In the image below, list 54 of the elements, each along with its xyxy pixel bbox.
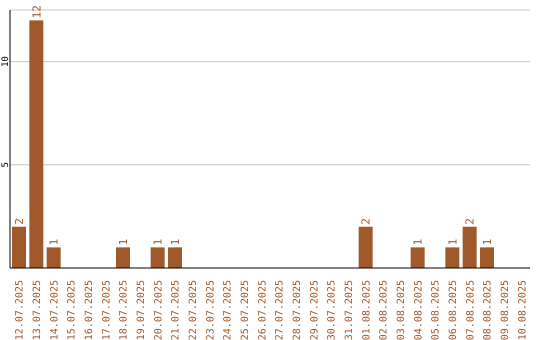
x-tick-label: 14.07.2025 — [49, 280, 60, 340]
x-tick-label: 12.07.2025 — [14, 280, 26, 340]
data-label: 1 — [481, 238, 494, 246]
bar — [358, 226, 373, 268]
x-tick-label: 22.07.2025 — [188, 280, 199, 340]
x-tick-label: 16.07.2025 — [84, 280, 95, 340]
bar — [29, 20, 44, 268]
bar — [46, 247, 61, 268]
x-tick-label: 08.08.2025 — [482, 280, 494, 340]
x-tick-label: 19.07.2025 — [136, 280, 147, 340]
bar — [168, 247, 182, 268]
x-tick-label: 03.08.2025 — [396, 280, 407, 340]
x-tick-label: 29.07.2025 — [309, 280, 320, 340]
x-tick-label: 02.08.2025 — [378, 280, 390, 340]
x-tick-label: 07.08.2025 — [465, 280, 476, 340]
x-tick-label: 28.07.2025 — [292, 280, 303, 340]
x-tick-label: 26.07.2025 — [257, 280, 268, 340]
x-tick-label: 10.08.2025 — [517, 280, 528, 340]
x-tick-label: 06.08.2025 — [448, 280, 459, 340]
bar — [12, 226, 26, 268]
x-tick-label: 09.08.2025 — [500, 280, 511, 340]
y-tick-label: 10 — [1, 56, 11, 68]
data-label: 1 — [169, 238, 182, 246]
x-tick-label: 15.07.2025 — [66, 280, 78, 340]
bar — [462, 226, 477, 268]
data-label: 2 — [464, 218, 477, 225]
y-tick-label: 5 — [1, 162, 11, 168]
data-label: 1 — [412, 238, 425, 246]
bar — [445, 247, 460, 268]
x-tick-label: 30.07.2025 — [326, 280, 338, 340]
x-tick-label: 05.08.2025 — [430, 280, 442, 340]
x-tick-label: 23.07.2025 — [205, 280, 216, 340]
x-tick-label: 17.07.2025 — [101, 280, 112, 340]
x-tick-label: 18.07.2025 — [118, 280, 130, 340]
data-label: 2 — [360, 218, 373, 225]
bar — [116, 247, 130, 268]
x-tick-label: 24.07.2025 — [222, 280, 234, 340]
x-tick-label: 20.07.2025 — [153, 280, 164, 340]
x-tick-label: 01.08.2025 — [361, 280, 372, 340]
x-tick-label: 04.08.2025 — [413, 280, 424, 340]
data-label: 2 — [13, 218, 26, 225]
x-tick-label: 25.07.2025 — [240, 280, 251, 340]
data-label: 1 — [446, 238, 460, 246]
data-label: 1 — [48, 238, 61, 246]
data-label: 1 — [152, 238, 165, 246]
x-tick-label: 13.07.2025 — [32, 280, 43, 340]
x-tick-label: 21.07.2025 — [170, 280, 182, 340]
bar — [410, 247, 425, 268]
bar — [480, 247, 494, 268]
data-label: 1 — [117, 238, 130, 246]
x-tick-label: 27.07.2025 — [274, 280, 286, 340]
x-tick-label: 31.07.2025 — [344, 280, 355, 340]
data-label: 12 — [30, 5, 44, 18]
bar — [150, 247, 165, 268]
